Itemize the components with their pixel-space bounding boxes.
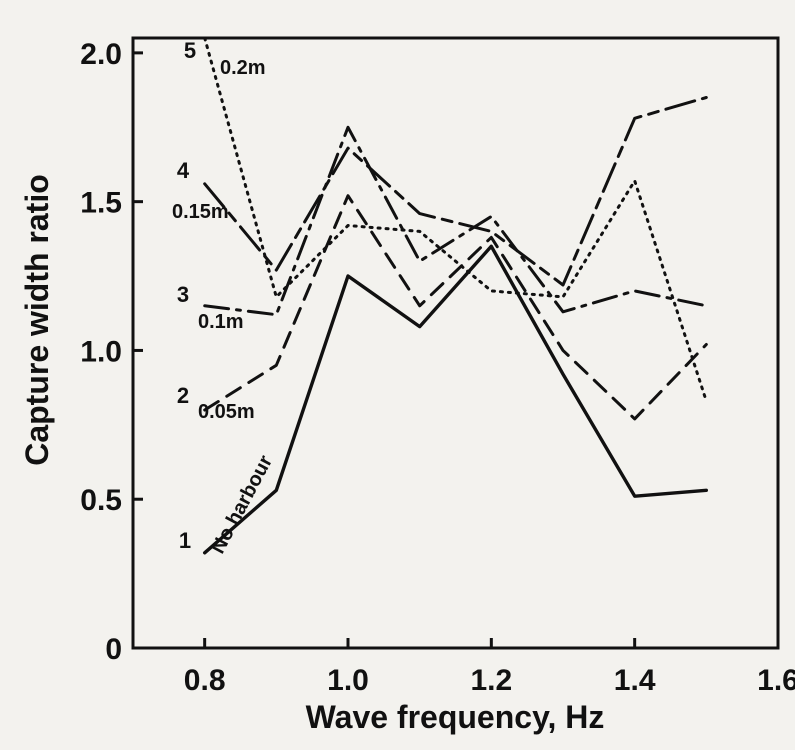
- series-number-3: 3: [177, 282, 189, 307]
- y-tick-label: 1.5: [80, 187, 122, 220]
- y-tick-label: 2.0: [80, 38, 122, 71]
- y-tick-label: 0.5: [80, 484, 122, 517]
- series-number-5: 5: [184, 38, 196, 63]
- series-line-1: [202, 244, 708, 555]
- series-label-3: 0.1m: [198, 311, 244, 333]
- series-line-3: [203, 125, 708, 317]
- series-layer: [202, 36, 708, 555]
- series-line-2: [203, 194, 708, 421]
- series-label-4: 0.15m: [172, 201, 229, 223]
- y-axis-title: Capture width ratio: [19, 174, 55, 466]
- x-tick-label: 0.8: [184, 664, 226, 697]
- x-tick-label: 1.4: [614, 664, 656, 697]
- x-tick-label: 1.2: [470, 664, 512, 697]
- y-tick-label: 1.0: [80, 335, 122, 368]
- x-tick-label: 1.6: [757, 664, 795, 697]
- y-tick-label: 0: [105, 633, 122, 666]
- x-axis-title: Wave frequency, Hz: [306, 699, 605, 735]
- plot-frame: [131, 36, 780, 650]
- series-label-2: 0.05m: [198, 401, 255, 423]
- series-label-5: 0.2m: [220, 57, 266, 79]
- x-tick-label: 1.0: [327, 664, 369, 697]
- series-number-1: 1: [179, 528, 191, 553]
- series-number-4: 4: [177, 158, 190, 183]
- series-line-4: [203, 96, 708, 287]
- series-line-5: [203, 36, 708, 403]
- tick-layer: 0.8 1.0 1.2 1.4 1.6 0 0.5 1.0 1.5 2.0: [80, 38, 795, 697]
- series-number-2: 2: [177, 383, 189, 408]
